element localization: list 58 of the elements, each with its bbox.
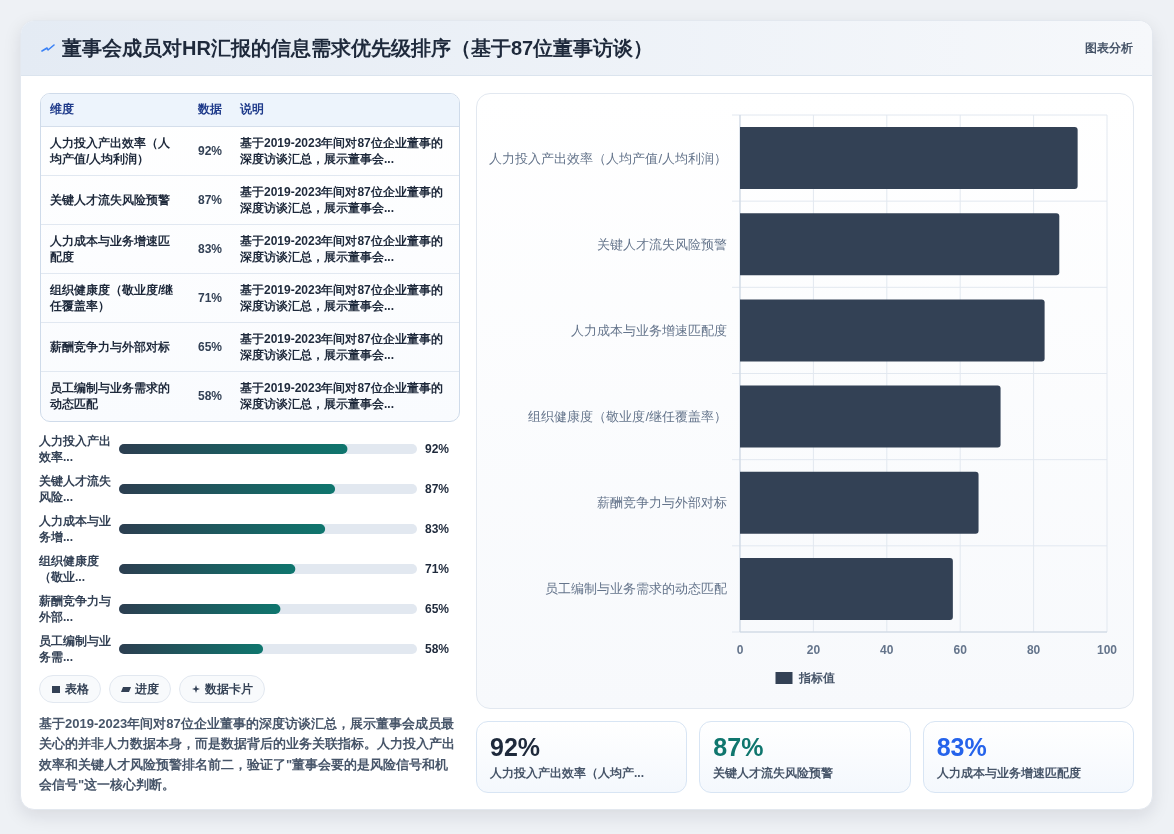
y-tick-label: 人力成本与业务增速匹配度 <box>571 322 727 338</box>
bar <box>740 471 979 534</box>
bar <box>740 213 1060 276</box>
text: 87% <box>713 733 764 761</box>
text: 基于2019-2023年间对87位企业董事的深度访谈汇总，展示董事会成员最关心的并非人力数据本身，而是数据背后的业务关联指标。人力投入产出效率和关键人才风险预警排名前二，验证了"董事会要的是风险信号和机会信号"这一核心判断。 <box>39 715 456 794</box>
text: 基于2019-2023年间对87位企业董事的深度访谈汇总，展示董事会... <box>240 371 459 420</box>
category-label: 关键人才流失风险预警 <box>713 765 834 781</box>
x-tick-label: 0 <box>736 643 744 657</box>
text: 数据 <box>198 94 240 126</box>
text: 92% <box>490 733 541 761</box>
bar <box>740 385 1001 448</box>
y-tick-label: 薪酬竞争力与外部对标 <box>597 495 727 511</box>
text: 基于2019-2023年间对87位企业董事的深度访谈汇总，展示董事会... <box>240 134 444 168</box>
bar <box>740 127 1078 190</box>
category-label: 人力成本与业务增速匹配度 <box>936 765 1081 781</box>
x-tick-label: 100 <box>1096 643 1118 657</box>
text: 说明 <box>240 94 459 126</box>
y-tick-label: 人力成本与业务增... <box>39 513 112 545</box>
text: 58% <box>198 388 223 403</box>
text: 83% <box>198 241 223 256</box>
text: 进度 <box>135 681 159 697</box>
bar <box>740 557 953 620</box>
text: 图表分析 <box>1085 40 1133 57</box>
text: 87% <box>198 192 223 207</box>
text: 71% <box>198 290 223 305</box>
y-tick-label: 人力投入产出效率... <box>39 433 112 465</box>
x-tick-label: 40 <box>880 643 894 657</box>
text: 基于2019-2023年间对87位企业董事的深度访谈汇总，展示董事会... <box>240 273 459 322</box>
y-tick-label: 关键人才流失风险... <box>39 473 112 505</box>
text: 83% <box>936 733 987 761</box>
data-label: 58% <box>425 642 450 656</box>
bar <box>740 299 1045 362</box>
y-tick-label: 关键人才流失风险预警 <box>597 236 727 252</box>
category-label: 人力投入产出效率（人均产... <box>490 765 645 781</box>
x-tick-label: 20 <box>806 643 821 657</box>
text: 基于2019-2023年间对87位企业董事的深度访谈汇总，展示董事会... <box>240 175 459 224</box>
x-tick-label: 80 <box>1026 643 1041 657</box>
y-tick-label: 人力投入产出效率（人均产值/人均利润） <box>489 150 727 166</box>
text: 维度 <box>41 94 198 126</box>
data-label: 83% <box>425 522 450 536</box>
data-label: 87% <box>425 482 450 496</box>
y-tick-label: 组织健康度（敬业... <box>39 553 100 585</box>
y-tick-label: 员工编制与业务需求的动态匹配 <box>545 581 727 597</box>
y-tick-label: 薪酬竞争力与外部... <box>39 593 112 625</box>
y-tick-label: 员工编制与业务需... <box>39 633 112 665</box>
text: 数据卡片 <box>205 681 253 697</box>
text: 65% <box>198 339 223 354</box>
text: 92% <box>198 143 223 158</box>
text: 董事会成员对HR汇报的信息需求优先级排序（基于87位董事访谈） <box>62 36 654 61</box>
text: 基于2019-2023年间对87位企业董事的深度访谈汇总，展示董事会... <box>240 322 459 371</box>
y-tick-label: 组织健康度（敬业度/继任覆盖率） <box>528 409 727 425</box>
data-label: 92% <box>425 442 450 456</box>
legend-label: 指标值 <box>797 671 835 685</box>
text: 基于2019-2023年间对87位企业董事的深度访谈汇总，展示董事会... <box>240 224 459 273</box>
data-label: 71% <box>425 562 450 576</box>
data-label: 65% <box>425 602 450 616</box>
text: 表格 <box>65 681 89 697</box>
x-tick-label: 60 <box>953 643 968 657</box>
